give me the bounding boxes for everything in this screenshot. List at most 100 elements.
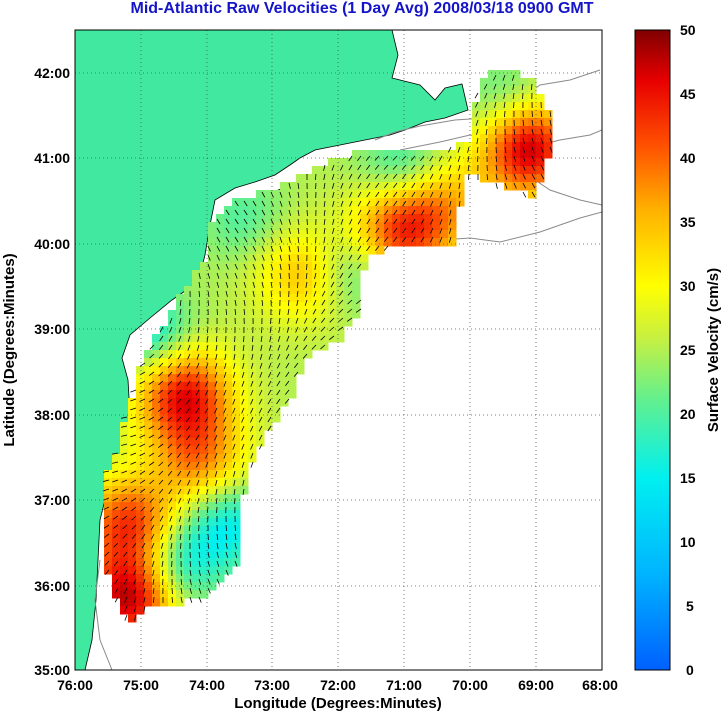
- current-vector: [123, 578, 128, 585]
- current-vector: [467, 173, 470, 181]
- current-vector: [132, 560, 137, 567]
- velocity-cell: [344, 206, 353, 215]
- velocity-cell: [144, 582, 153, 591]
- velocity-cell: [232, 342, 241, 351]
- velocity-cell: [152, 510, 161, 519]
- current-vector: [366, 236, 371, 243]
- velocity-cell: [280, 286, 289, 295]
- velocity-cell: [296, 230, 305, 239]
- current-vector: [340, 200, 344, 207]
- velocity-cell: [296, 198, 305, 207]
- current-vector: [285, 380, 290, 387]
- velocity-cell: [272, 294, 281, 303]
- velocity-cell: [376, 230, 385, 239]
- velocity-cell: [544, 142, 553, 151]
- current-vector: [493, 92, 497, 99]
- current-vector: [531, 173, 536, 180]
- current-vector: [178, 326, 182, 333]
- current-vector: [216, 281, 220, 288]
- velocity-cell: [112, 566, 121, 575]
- current-vector: [171, 596, 174, 604]
- velocity-cell: [208, 406, 217, 415]
- velocity-cell: [368, 246, 377, 255]
- velocity-cell: [496, 166, 505, 175]
- velocity-cell: [304, 342, 313, 351]
- velocity-cell: [456, 158, 465, 167]
- current-vector: [177, 488, 182, 495]
- current-vector: [357, 236, 362, 243]
- velocity-cell: [256, 302, 265, 311]
- current-vector: [252, 227, 257, 234]
- current-vector: [177, 371, 182, 378]
- current-vector: [531, 182, 536, 189]
- current-vector: [198, 317, 200, 325]
- velocity-cell: [112, 590, 121, 599]
- current-vector: [420, 191, 425, 198]
- current-vector: [215, 353, 218, 360]
- velocity-cell: [248, 382, 257, 391]
- current-vector: [242, 344, 245, 351]
- current-vector: [313, 281, 317, 288]
- velocity-cell: [160, 462, 169, 471]
- current-vector: [234, 236, 239, 243]
- velocity-cell: [120, 574, 129, 583]
- current-vector: [530, 83, 533, 91]
- current-vector: [293, 371, 299, 377]
- velocity-cell: [240, 286, 249, 295]
- current-vector: [233, 470, 236, 477]
- current-vector: [259, 389, 263, 396]
- current-vector: [216, 299, 219, 306]
- velocity-cell: [352, 310, 361, 319]
- velocity-cell: [336, 198, 345, 207]
- current-vector: [103, 479, 110, 482]
- current-vector: [207, 542, 210, 549]
- current-vector: [250, 434, 254, 441]
- velocity-cell: [184, 478, 193, 487]
- current-vector: [234, 290, 237, 297]
- current-vector: [186, 407, 191, 414]
- velocity-cell: [208, 238, 217, 247]
- velocity-cell: [184, 558, 193, 567]
- velocity-cell: [464, 150, 473, 159]
- velocity-cell: [184, 334, 193, 343]
- current-vector: [206, 344, 209, 351]
- velocity-cell: [176, 382, 185, 391]
- current-vector: [287, 299, 290, 307]
- velocity-cell: [136, 574, 145, 583]
- current-vector: [223, 398, 227, 405]
- velocity-cell: [512, 70, 521, 79]
- current-vector: [205, 452, 209, 459]
- lon-tick: 72:00: [320, 677, 356, 693]
- current-vector: [187, 488, 191, 495]
- velocity-cell: [512, 118, 521, 127]
- current-vector: [143, 605, 146, 612]
- velocity-cell: [264, 414, 273, 423]
- velocity-cell: [128, 446, 137, 455]
- velocity-cell: [376, 182, 385, 191]
- velocity-cell: [120, 494, 129, 503]
- current-vector: [176, 416, 182, 422]
- velocity-cell: [200, 574, 209, 583]
- velocity-cell: [296, 334, 305, 343]
- velocity-cell: [304, 286, 313, 295]
- velocity-cell: [216, 262, 225, 271]
- current-vector: [215, 497, 218, 504]
- current-vector: [269, 326, 272, 333]
- current-vector: [243, 218, 248, 225]
- velocity-cell: [352, 294, 361, 303]
- velocity-cell: [208, 574, 217, 583]
- current-vector: [297, 245, 300, 253]
- velocity-cell: [456, 150, 465, 159]
- current-vector: [167, 461, 173, 467]
- velocity-cell: [312, 214, 321, 223]
- velocity-cell: [216, 294, 225, 303]
- velocity-cell: [208, 222, 217, 231]
- velocity-cell: [232, 270, 241, 279]
- velocity-cell: [480, 94, 489, 103]
- velocity-cell: [192, 366, 201, 375]
- velocity-cell: [240, 390, 249, 399]
- current-vector: [167, 407, 173, 413]
- velocity-cell: [144, 358, 153, 367]
- velocity-cell: [256, 238, 265, 247]
- velocity-cell: [232, 406, 241, 415]
